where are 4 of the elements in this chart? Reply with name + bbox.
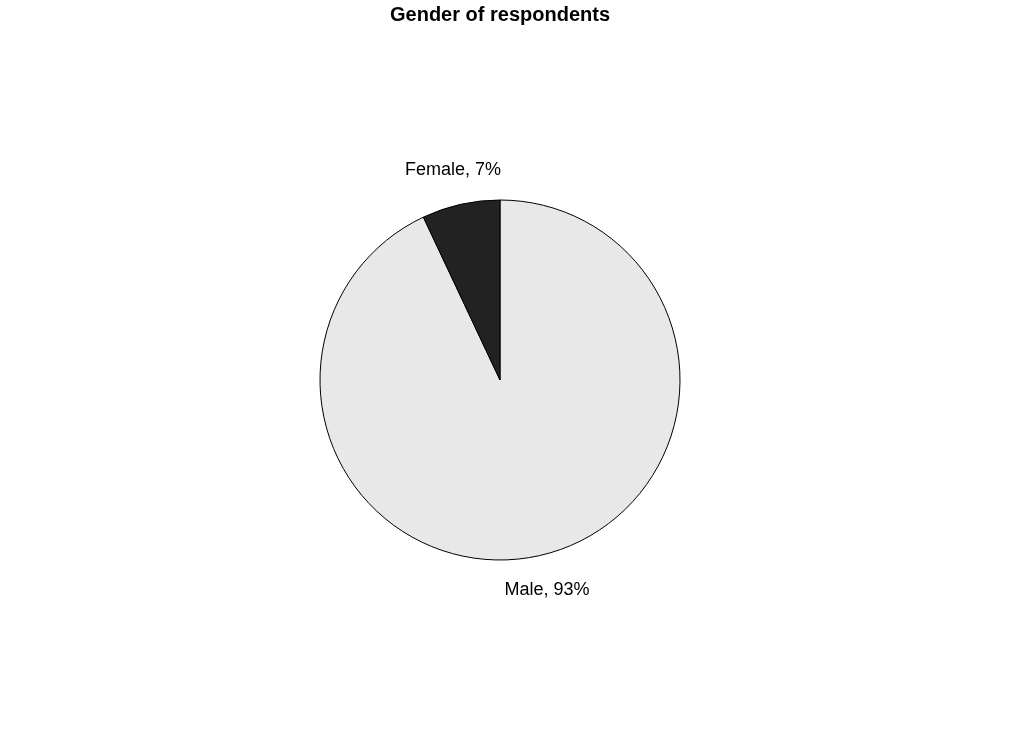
pie-slice [319,199,681,561]
chart-title: Gender of respondents [389,3,611,25]
slice-label: Female, 7% [405,159,502,180]
slice-label: Male, 93% [504,578,590,599]
